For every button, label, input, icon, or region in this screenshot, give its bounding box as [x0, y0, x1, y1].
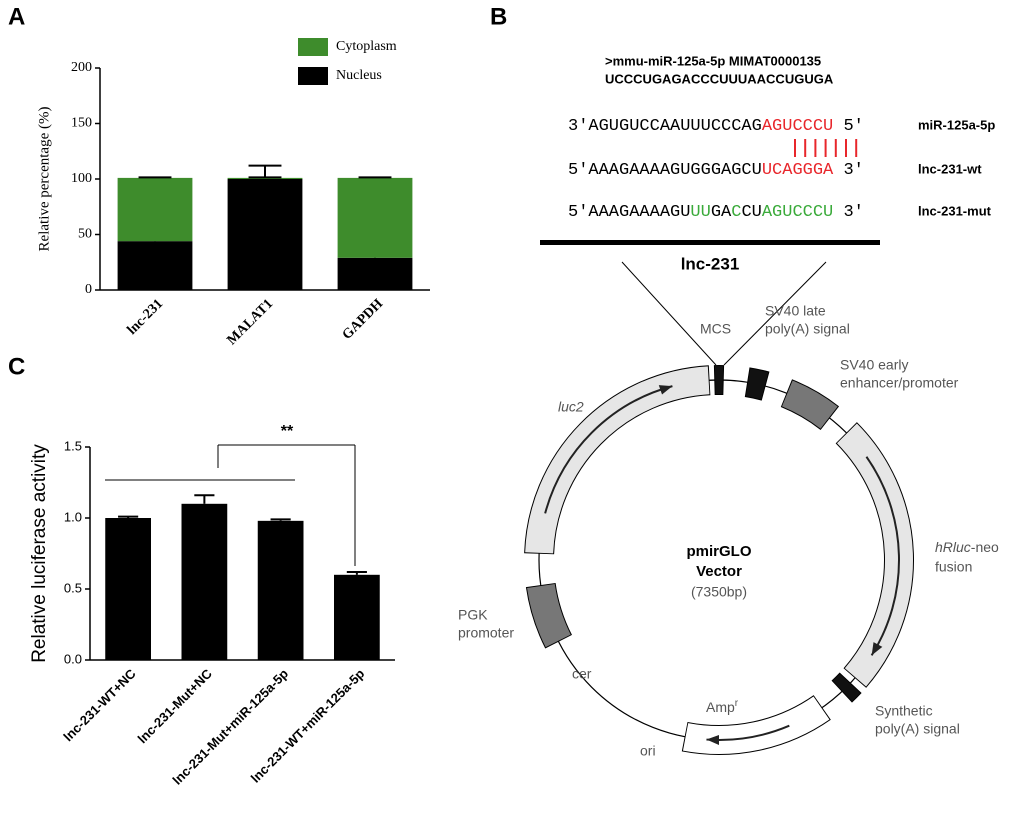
chart: 0 50 100 150 200 Relative percentage (%) lnc-2… — [36, 38, 430, 348]
arrow — [544, 385, 673, 514]
x-tick-label: lnc-231 — [125, 296, 166, 337]
bar — [257, 520, 304, 660]
annotation: ** — [281, 423, 294, 440]
feature — [745, 368, 769, 400]
x-tick-label: lnc-231-Mut+NC — [135, 666, 216, 747]
y-axis-label: Relative percentage (%) — [36, 107, 52, 252]
legend-swatch — [298, 38, 328, 56]
y-tick-label: 1.5 — [64, 438, 82, 453]
legend-label: Cytoplasm — [336, 39, 397, 54]
bar-segment — [337, 257, 413, 290]
bar-segment — [117, 241, 193, 290]
y-tick-label: 200 — [71, 60, 92, 75]
bar-segment — [227, 177, 303, 179]
feature-label: SV40 late — [765, 303, 826, 319]
chart: 0.0 0.5 1.0 1.5 Relative luciferase activity… — [29, 423, 395, 788]
bar — [105, 518, 151, 660]
vector-size: (7350bp) — [691, 584, 747, 600]
header: >mmu-miR-125a-5p MIMAT0000135 — [605, 53, 821, 68]
bar-label: lnc-231 — [681, 254, 740, 273]
charts: 0 50 100 150 200 Relative percentage (%) lnc-2… — [29, 38, 430, 788]
feature-label: SV40 early — [840, 357, 908, 373]
vector-name: Vector — [696, 563, 742, 580]
header: UCCCUGAGACCCUUUAACCUGUGA — [605, 71, 834, 86]
legend-swatch — [298, 67, 328, 85]
legend-label: Nucleus — [336, 68, 382, 83]
feature-label: promoter — [458, 625, 514, 641]
sequence: 3'AGUGUCCAAUUUCCCAGAGUCCCU 5' — [568, 117, 864, 136]
feature-label: fusion — [935, 559, 972, 575]
feature-label: hRluc-neo — [935, 539, 999, 555]
y-tick-label: 50 — [78, 227, 92, 242]
plasmid — [524, 365, 914, 755]
row-label: lnc-231-wt — [918, 161, 982, 176]
bar-segment — [337, 177, 413, 258]
row-label: miR-125a-5p — [918, 117, 995, 132]
y-tick-label: 0.0 — [64, 651, 82, 666]
vector-name: pmirGLO — [686, 543, 751, 560]
y-tick-label: 0 — [85, 282, 92, 297]
sequence: 5'AAAGAAAAGUGGGAGCUUCAGGGA 3' — [568, 161, 864, 180]
panel-label: C — [8, 353, 25, 380]
y-tick-label: 100 — [71, 171, 92, 186]
x-tick-label: GAPDH — [340, 296, 386, 342]
x-tick-label: MALAT1 — [224, 296, 276, 348]
feature — [781, 380, 838, 429]
bar-segment — [227, 179, 303, 290]
feature-label: ori — [640, 743, 656, 759]
feature-label: cer — [572, 666, 592, 682]
x-tick-label: lnc-231-WT+NC — [60, 666, 139, 745]
panel-label: B — [490, 3, 507, 30]
panel-label: A — [8, 3, 25, 30]
y-tick-label: 1.0 — [64, 509, 82, 524]
y-tick-label: 150 — [71, 116, 92, 131]
feature-label: poly(A) signal — [875, 721, 960, 737]
panel-b: >mmu-miR-125a-5p MIMAT0000135 UCCCUGAGAC… — [458, 53, 999, 758]
y-axis-label: Relative luciferase activity — [29, 444, 50, 663]
arrowhead — [871, 642, 883, 656]
row-label: lnc-231-mut — [918, 203, 992, 218]
zoom-line — [621, 261, 717, 366]
zoom-line — [723, 261, 827, 366]
feature-label: enhancer/promoter — [840, 375, 959, 391]
sequence: 5'AAAGAAAAGUUUGACCUAGUCCCU 3' — [568, 203, 864, 222]
arrow — [865, 456, 900, 656]
bar — [181, 503, 228, 660]
feature-label: poly(A) signal — [765, 321, 850, 337]
lnc-bar — [540, 240, 880, 245]
feature-label: Ampr — [706, 698, 739, 715]
y-tick-label: 0.5 — [64, 580, 82, 595]
feature — [527, 583, 571, 648]
feature — [832, 673, 861, 702]
feature-label: MCS — [700, 321, 731, 337]
feature-label: PGK — [458, 607, 488, 623]
arrowhead — [706, 735, 719, 745]
bar-segment — [117, 177, 193, 242]
feature-label: luc2 — [558, 399, 584, 415]
arrowhead — [658, 385, 673, 395]
pairing — [794, 139, 858, 157]
bar — [334, 574, 380, 660]
feature-label: Synthetic — [875, 703, 933, 719]
